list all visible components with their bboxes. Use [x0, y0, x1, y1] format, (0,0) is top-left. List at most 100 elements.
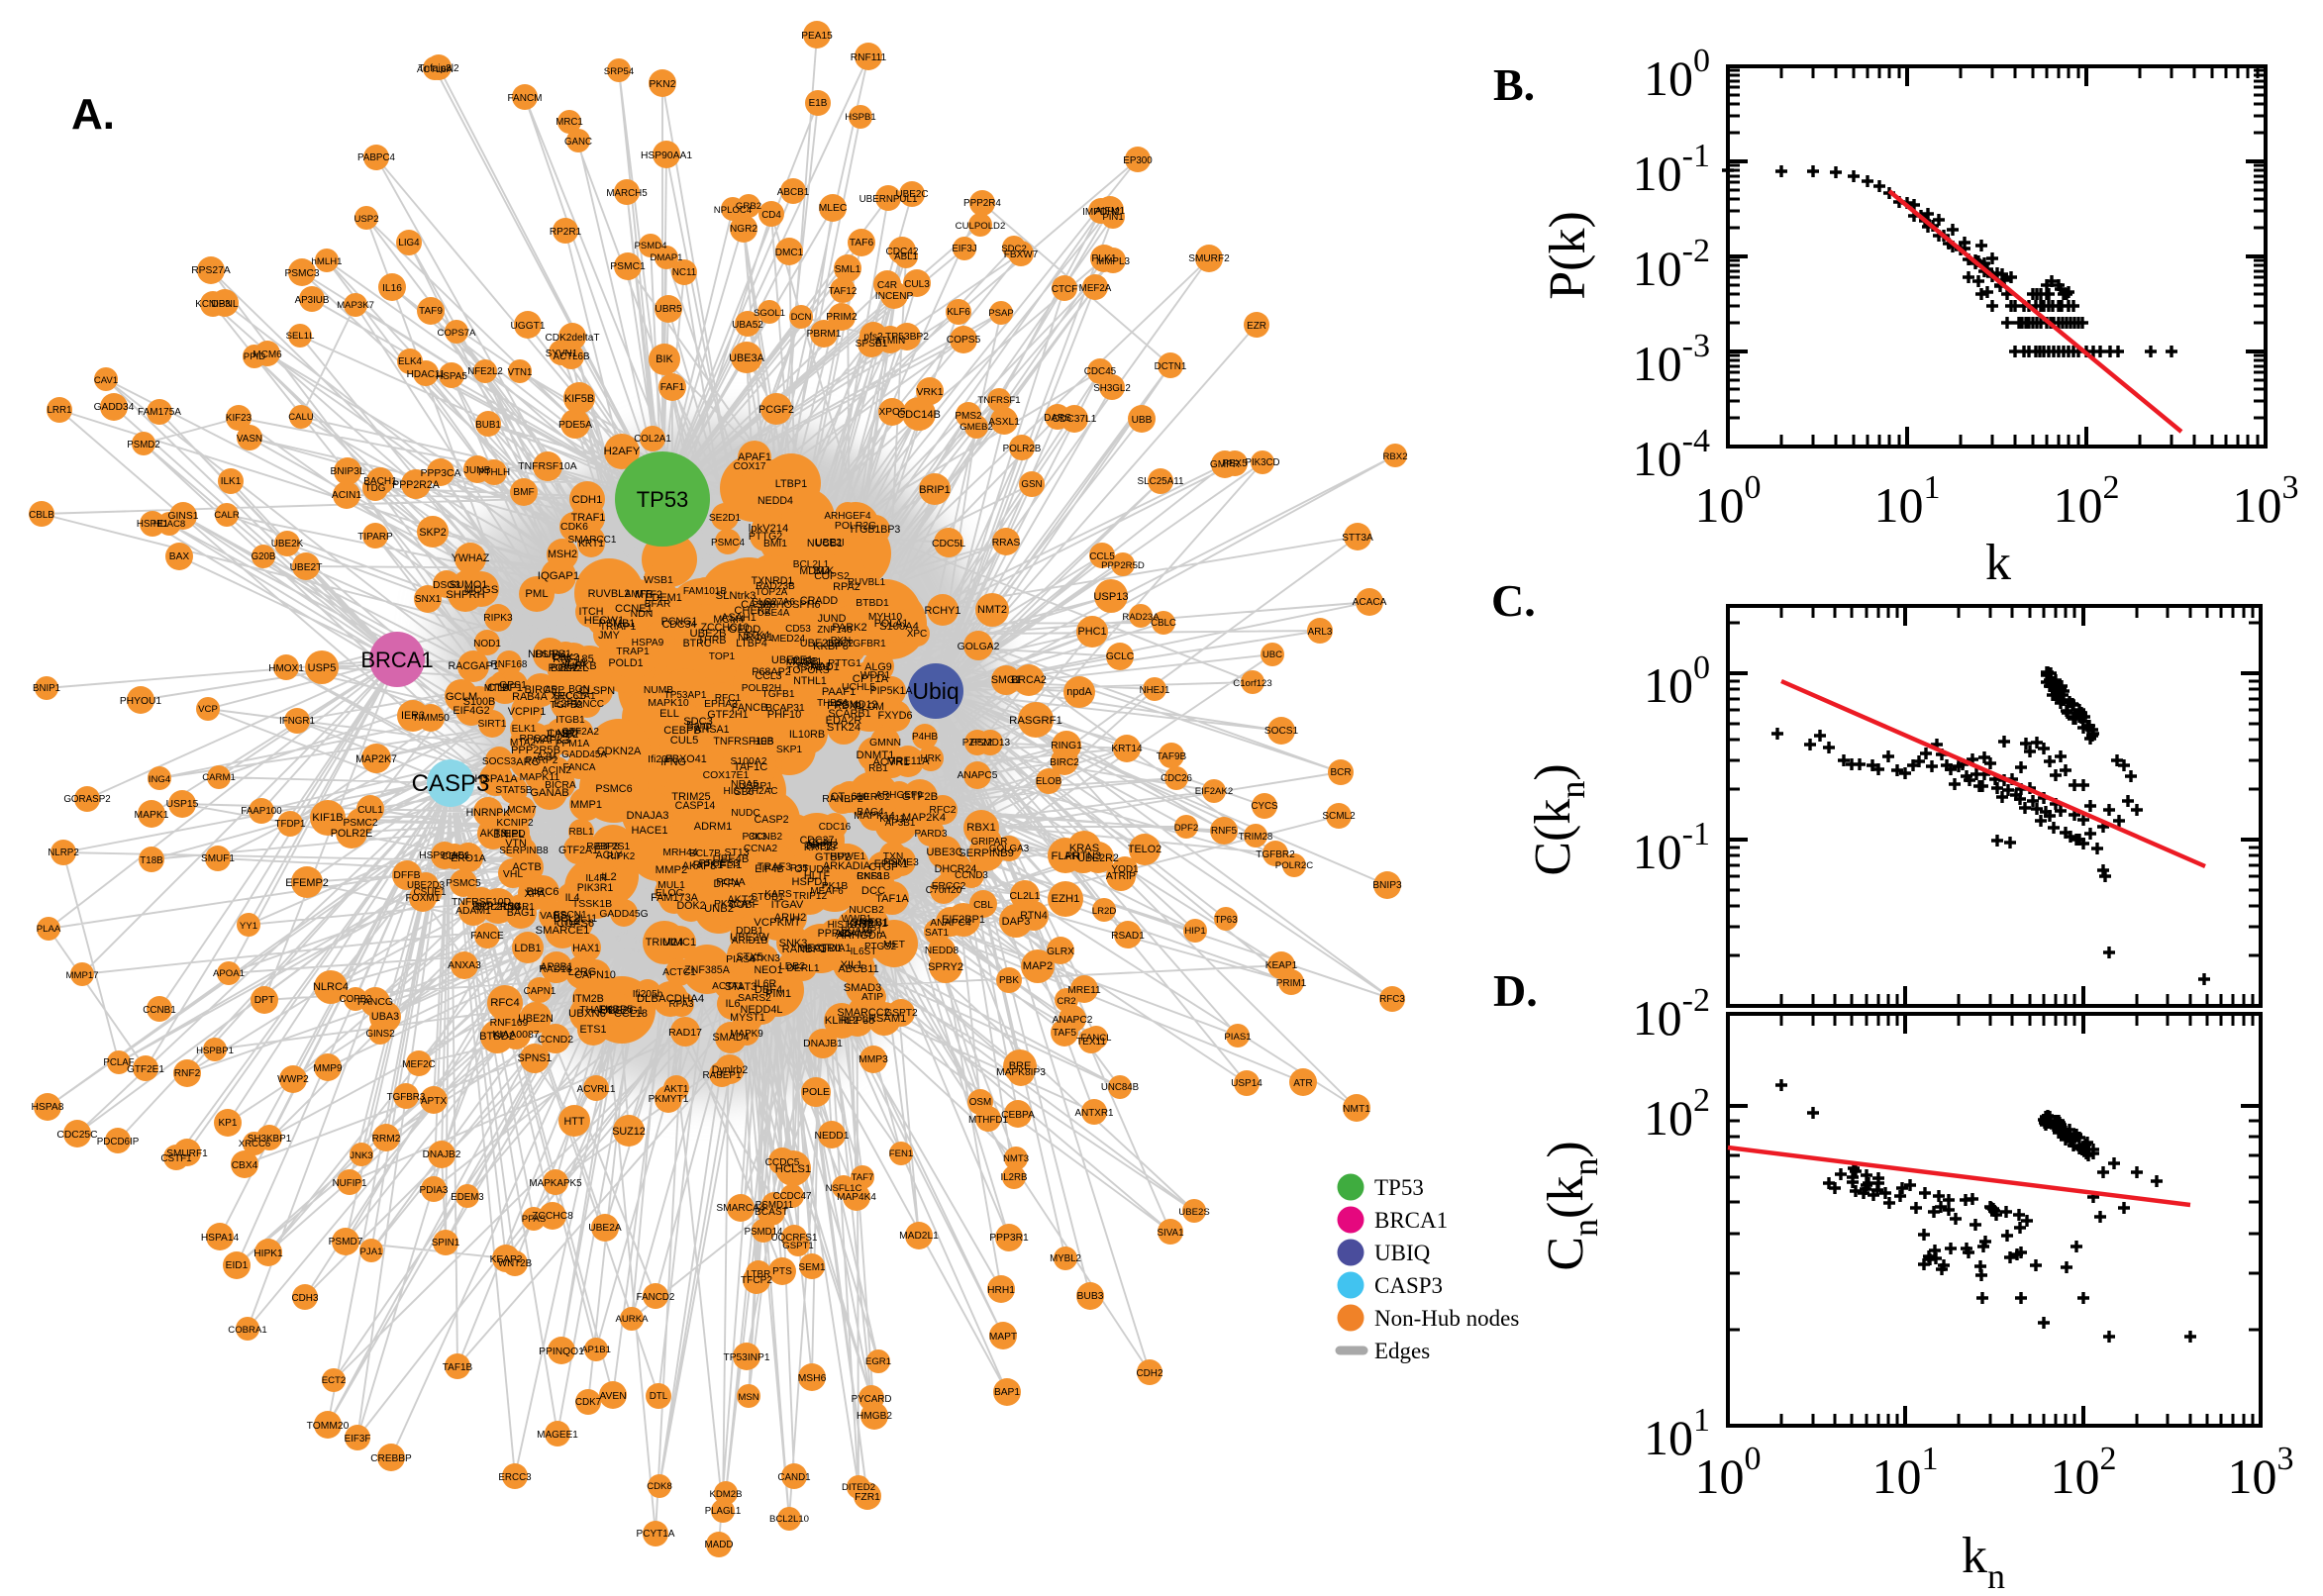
svg-text:FXYD6: FXYD6	[877, 710, 912, 722]
svg-text:PDIA3: PDIA3	[420, 1185, 449, 1196]
svg-text:Dynlrb2: Dynlrb2	[712, 1064, 749, 1076]
svg-text:SH3GL2: SH3GL2	[1093, 383, 1131, 394]
svg-text:GLRX: GLRX	[1047, 947, 1074, 957]
svg-text:STUB1: STUB1	[751, 892, 784, 903]
svg-text:PPP3R1: PPP3R1	[989, 1233, 1029, 1244]
svg-text:C1orf123: C1orf123	[1233, 678, 1271, 689]
svg-text:UBE2S: UBE2S	[1178, 1207, 1209, 1218]
svg-text:FLAR: FLAR	[1052, 850, 1080, 862]
svg-text:TNFRSF10A: TNFRSF10A	[518, 461, 577, 472]
svg-text:P35: P35	[790, 863, 809, 874]
svg-text:PSMC2: PSMC2	[343, 818, 377, 829]
svg-text:ILK1: ILK1	[221, 476, 242, 487]
svg-text:PTS: PTS	[772, 1266, 792, 1277]
svg-text:AKT2: AKT2	[727, 894, 754, 906]
svg-text:GTF2E1: GTF2E1	[127, 1064, 164, 1075]
svg-text:RABEP1: RABEP1	[703, 1070, 742, 1081]
svg-text:CAST: CAST	[547, 728, 575, 740]
svg-text:THRB: THRB	[698, 635, 727, 647]
svg-text:PIM1: PIM1	[765, 988, 791, 1000]
svg-text:Banp: Banp	[686, 720, 711, 732]
svg-text:SMURF2: SMURF2	[1188, 253, 1230, 264]
svg-text:RIPK1: RIPK1	[693, 859, 724, 871]
svg-text:UBE4B: UBE4B	[713, 853, 750, 865]
svg-text:PSMC3: PSMC3	[284, 268, 319, 279]
svg-text:ZCCHC10: ZCCHC10	[701, 622, 750, 634]
svg-text:UBE4A: UBE4A	[758, 608, 790, 619]
svg-text:TAF12: TAF12	[829, 286, 858, 297]
svg-text:CBL: CBL	[973, 900, 993, 911]
svg-text:CDC42: CDC42	[885, 247, 918, 257]
svg-text:HLTF: HLTF	[804, 870, 831, 882]
svg-text:BLK: BLK	[814, 565, 835, 577]
svg-text:PSMB1: PSMB1	[599, 618, 636, 630]
svg-text:EDEM1: EDEM1	[645, 592, 682, 604]
svg-text:MTA2: MTA2	[510, 738, 536, 748]
svg-text:BIK: BIK	[656, 353, 673, 365]
svg-text:MAGEE1: MAGEE1	[537, 1430, 578, 1441]
svg-text:NSFL1C: NSFL1C	[826, 1183, 862, 1194]
svg-text:CD53: CD53	[785, 624, 811, 635]
svg-text:RPS27A: RPS27A	[191, 265, 231, 276]
svg-text:RPN1: RPN1	[859, 918, 888, 930]
svg-text:AHSA1: AHSA1	[694, 724, 729, 736]
svg-text:Ubiq: Ubiq	[912, 678, 959, 704]
svg-text:ZNF148: ZNF148	[817, 625, 853, 636]
svg-text:TAF1A: TAF1A	[875, 893, 909, 905]
svg-text:PML: PML	[525, 588, 548, 600]
svg-text:RBX2: RBX2	[1382, 451, 1407, 462]
svg-text:P4HB: P4HB	[912, 732, 938, 743]
svg-text:BCR: BCR	[1330, 767, 1351, 778]
svg-text:CT_610: CT_610	[831, 791, 869, 803]
svg-text:SNX1: SNX1	[415, 594, 442, 605]
svg-text:SMURF1: SMURF1	[166, 1148, 208, 1159]
svg-text:MEF2A: MEF2A	[1079, 283, 1112, 294]
svg-text:P3K3: P3K3	[743, 832, 767, 843]
svg-text:IL2RB: IL2RB	[1001, 1172, 1028, 1183]
svg-text:SCML2: SCML2	[1322, 811, 1356, 822]
svg-text:XRCC6: XRCC6	[239, 1139, 271, 1149]
svg-text:DCC: DCC	[861, 885, 885, 897]
svg-text:FOXM1: FOXM1	[405, 893, 440, 904]
svg-text:TIPARP: TIPARP	[357, 532, 393, 543]
svg-text:MSH6: MSH6	[798, 1373, 827, 1384]
svg-text:UGGT1: UGGT1	[510, 321, 545, 332]
svg-text:PSMD11: PSMD11	[756, 1200, 793, 1211]
svg-text:PPP2R5D: PPP2R5D	[1101, 560, 1145, 571]
svg-text:MAPK14: MAPK14	[854, 810, 895, 822]
svg-text:SGOL1: SGOL1	[754, 308, 785, 319]
svg-text:DOK2: DOK2	[676, 900, 705, 912]
svg-text:IQGAP1: IQGAP1	[538, 570, 579, 582]
svg-text:BCL2: BCL2	[551, 662, 578, 674]
svg-text:WWP2: WWP2	[277, 1074, 309, 1085]
svg-text:CDK2deltaT: CDK2deltaT	[546, 333, 600, 344]
svg-text:CTCF: CTCF	[1052, 284, 1077, 295]
svg-text:SMARCC1: SMARCC1	[568, 535, 617, 546]
svg-text:BMF: BMF	[513, 487, 534, 498]
svg-text:PK1B: PK1B	[822, 881, 849, 892]
svg-text:PEX5: PEX5	[1222, 458, 1248, 469]
svg-text:PSMD2: PSMD2	[127, 440, 159, 450]
svg-text:SMARCC2: SMARCC2	[837, 1007, 889, 1019]
svg-text:GSN: GSN	[1021, 479, 1042, 490]
svg-text:HIST2H2AC: HIST2H2AC	[723, 786, 777, 797]
svg-text:NOD1: NOD1	[473, 639, 501, 649]
svg-text:TRIP12: TRIP12	[793, 891, 828, 902]
svg-text:PHYOU1: PHYOU1	[120, 696, 162, 707]
svg-text:S100A2: S100A2	[731, 756, 767, 767]
svg-text:RCHY1: RCHY1	[925, 605, 961, 617]
svg-text:DBNL: DBNL	[211, 299, 239, 310]
svg-text:JNK3: JNK3	[350, 1150, 372, 1161]
svg-text:POLA1: POLA1	[874, 618, 909, 630]
svg-text:DNMT1: DNMT1	[857, 749, 895, 761]
svg-text:PHB2: PHB2	[806, 842, 833, 852]
svg-text:PCLAF: PCLAF	[103, 1057, 134, 1068]
svg-text:ORC2: ORC2	[826, 639, 854, 649]
svg-text:VTN1: VTN1	[508, 367, 533, 378]
svg-text:BRIP1: BRIP1	[919, 484, 950, 496]
svg-text:TOP2A: TOP2A	[756, 587, 788, 598]
svg-text:XRCC5: XRCC5	[551, 690, 586, 702]
svg-text:ITGB1: ITGB1	[556, 715, 585, 726]
svg-text:PLOM: PLOM	[855, 701, 884, 713]
svg-text:KRT2: KRT2	[847, 919, 874, 931]
